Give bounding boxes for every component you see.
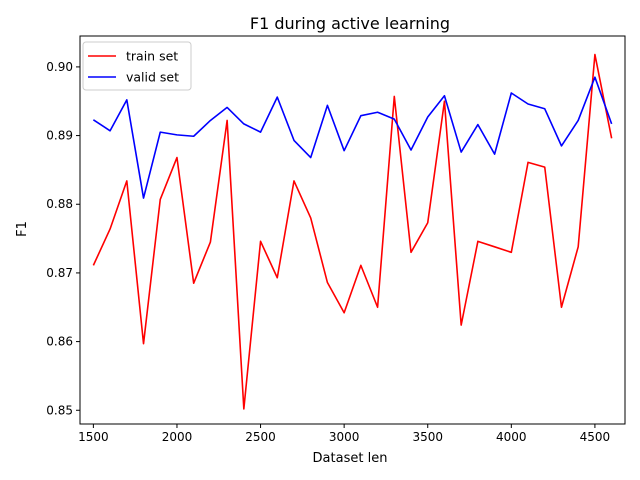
series-line-0 [92, 53, 613, 410]
y-tick-label: 0.90 [46, 60, 73, 74]
ticks-layer: 1500 2000 2500 3000 3500 4000 4500 0.85 0.86 0.87… [46, 60, 610, 444]
x-tick-label: 2000 [162, 430, 193, 444]
x-tick-label: 3500 [412, 430, 443, 444]
series-layer [92, 53, 613, 410]
x-tick-label: 1500 [78, 430, 109, 444]
y-tick-label: 0.88 [46, 197, 73, 211]
legend-label-0: train set [126, 49, 178, 64]
legend-box [82, 41, 192, 91]
legend: train set valid set [82, 41, 192, 91]
x-tick-label: 4500 [580, 430, 611, 444]
x-tick-label: 4000 [496, 430, 527, 444]
y-tick-label: 0.85 [46, 403, 73, 417]
x-tick-label: 3000 [329, 430, 360, 444]
y-tick-label: 0.89 [46, 129, 73, 143]
x-axis-label: Dataset len [313, 451, 388, 466]
y-axis-label: F1 [15, 221, 30, 237]
x-tick-label: 2500 [245, 430, 276, 444]
chart-title: F1 during active learning [250, 14, 450, 33]
y-tick-label: 0.87 [46, 266, 73, 280]
series-line-1 [92, 76, 613, 199]
legend-label-1: valid set [126, 70, 179, 85]
y-tick-label: 0.86 [46, 335, 73, 349]
plot-frame [79, 35, 626, 425]
